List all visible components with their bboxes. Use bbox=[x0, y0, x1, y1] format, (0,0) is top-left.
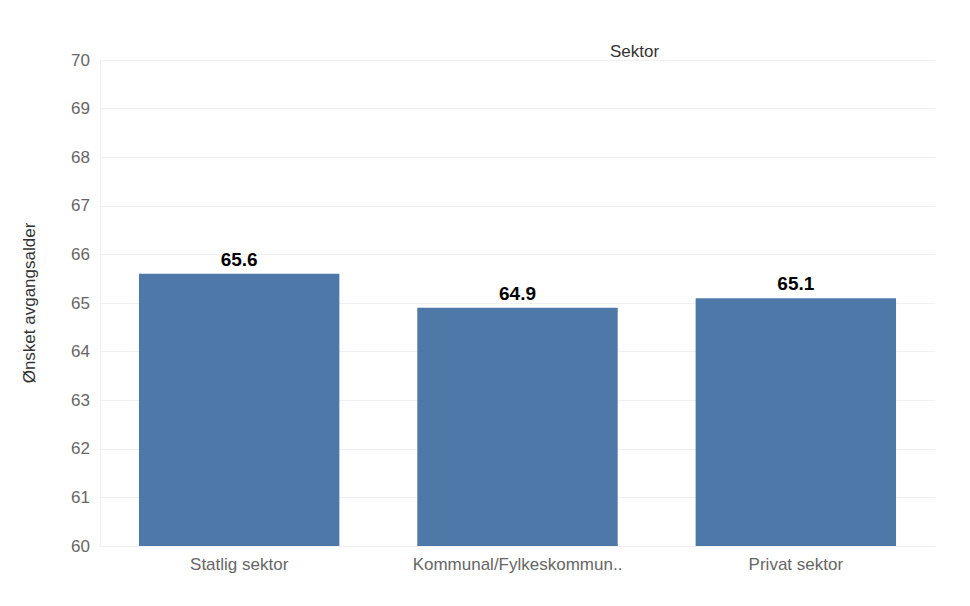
svg-text:66: 66 bbox=[71, 245, 90, 264]
svg-text:67: 67 bbox=[71, 196, 90, 215]
svg-text:64.9: 64.9 bbox=[499, 283, 536, 304]
svg-text:64: 64 bbox=[71, 342, 90, 361]
svg-text:65.6: 65.6 bbox=[221, 249, 258, 270]
svg-text:65: 65 bbox=[71, 294, 90, 313]
svg-text:61: 61 bbox=[71, 488, 90, 507]
svg-text:65.1: 65.1 bbox=[777, 273, 814, 294]
svg-text:Privat sektor: Privat sektor bbox=[749, 555, 844, 574]
svg-text:Ønsket avgangsalder: Ønsket avgangsalder bbox=[20, 222, 39, 383]
svg-text:60: 60 bbox=[71, 537, 90, 556]
svg-text:Kommunal/Fylkeskommun..: Kommunal/Fylkeskommun.. bbox=[413, 555, 623, 574]
svg-text:Statlig sektor: Statlig sektor bbox=[190, 555, 289, 574]
svg-text:69: 69 bbox=[71, 99, 90, 118]
svg-text:70: 70 bbox=[71, 51, 90, 70]
svg-text:68: 68 bbox=[71, 148, 90, 167]
svg-text:63: 63 bbox=[71, 391, 90, 410]
svg-text:62: 62 bbox=[71, 439, 90, 458]
svg-text:Sektor: Sektor bbox=[610, 42, 659, 61]
